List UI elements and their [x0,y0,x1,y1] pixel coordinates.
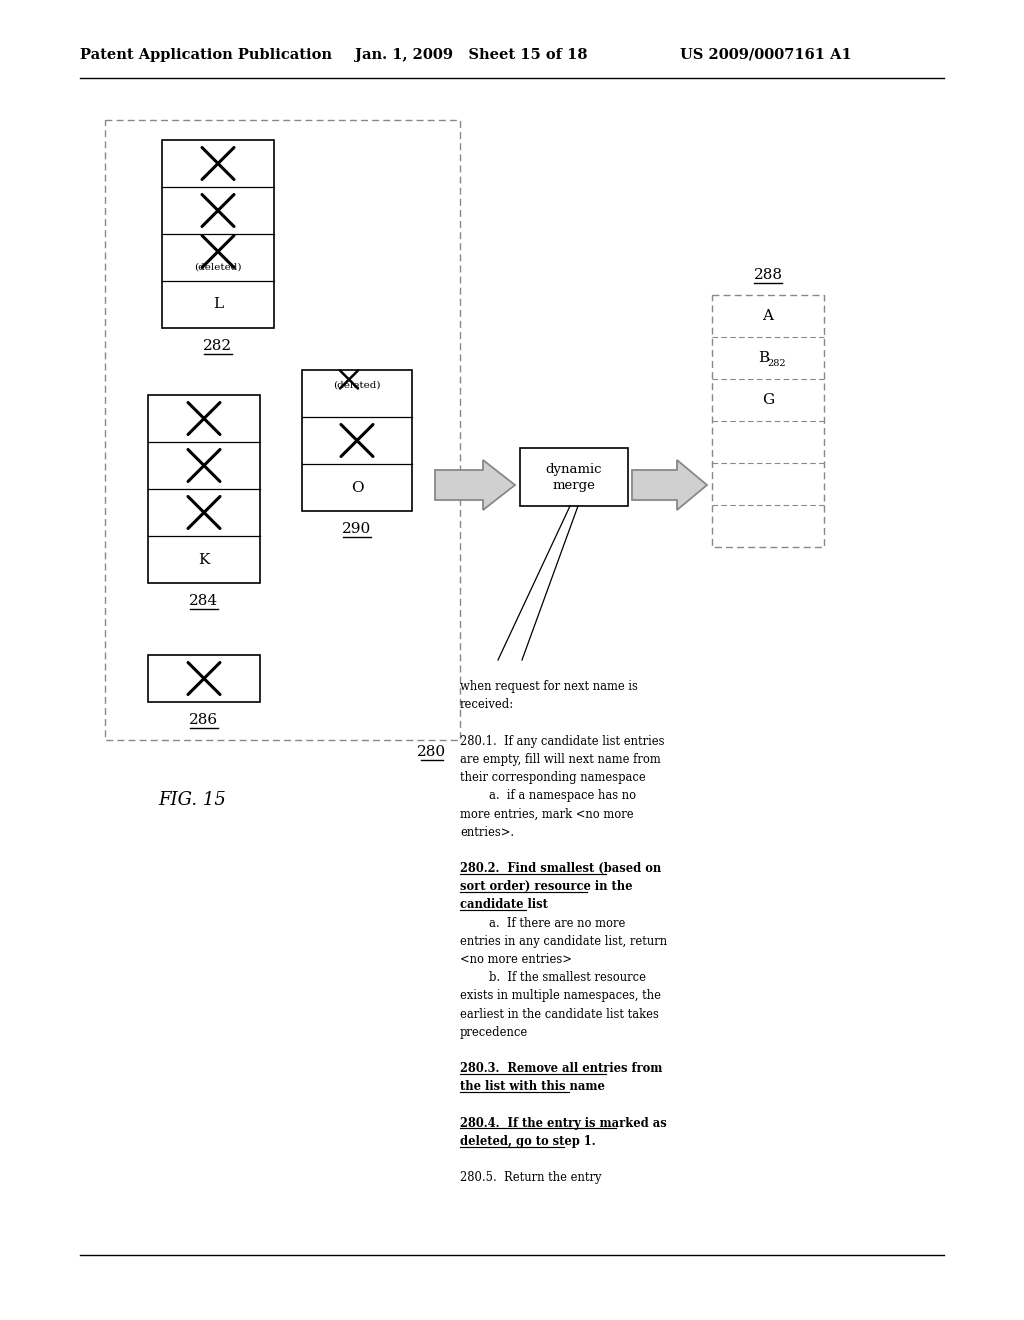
Text: merge: merge [553,479,595,492]
Text: when request for next name is: when request for next name is [460,680,638,693]
Text: 284: 284 [189,594,218,609]
Text: their corresponding namespace: their corresponding namespace [460,771,646,784]
Bar [302,370,412,511]
Text: B: B [759,351,770,366]
Text: entries>.: entries>. [460,825,514,838]
Text: L: L [213,297,223,312]
Text: dynamic: dynamic [546,462,602,475]
Text: 280.4.  If the entry is marked as: 280.4. If the entry is marked as [460,1117,667,1130]
Bar [105,120,460,741]
Text: 280.5.  Return the entry: 280.5. Return the entry [460,1171,601,1184]
Text: (deleted): (deleted) [333,381,381,389]
Text: 280.2.  Find smallest (based on: 280.2. Find smallest (based on [460,862,662,875]
Text: entries in any candidate list, return: entries in any candidate list, return [460,935,667,948]
Bar [712,294,824,546]
Text: 280.3.  Remove all entries from: 280.3. Remove all entries from [460,1063,663,1076]
Text: US 2009/0007161 A1: US 2009/0007161 A1 [680,48,852,62]
Text: a.  if a namespace has no: a. if a namespace has no [460,789,636,803]
Text: exists in multiple namespaces, the: exists in multiple namespaces, the [460,990,662,1002]
Text: 282: 282 [204,339,232,352]
Polygon shape [435,459,515,510]
Text: a.  If there are no more: a. If there are no more [460,916,626,929]
Text: (deleted): (deleted) [195,263,242,272]
Text: Patent Application Publication: Patent Application Publication [80,48,332,62]
Bar [520,447,628,506]
Text: deleted, go to step 1.: deleted, go to step 1. [460,1135,596,1148]
Text: 280.1.  If any candidate list entries: 280.1. If any candidate list entries [460,735,665,747]
Text: 282: 282 [768,359,786,368]
Bar [148,395,260,583]
Text: candidate list: candidate list [460,899,548,911]
Text: precedence: precedence [460,1026,528,1039]
Bar [162,140,274,327]
Text: Jan. 1, 2009   Sheet 15 of 18: Jan. 1, 2009 Sheet 15 of 18 [355,48,588,62]
Text: b.  If the smallest resource: b. If the smallest resource [460,972,646,985]
Text: earliest in the candidate list takes: earliest in the candidate list takes [460,1007,658,1020]
Text: 286: 286 [189,713,218,727]
Text: K: K [199,553,210,566]
Text: received:: received: [460,698,514,711]
Text: 280: 280 [418,744,446,759]
Text: A: A [763,309,773,323]
Text: are empty, fill will next name from: are empty, fill will next name from [460,752,660,766]
Text: more entries, mark <no more: more entries, mark <no more [460,808,634,821]
Polygon shape [632,459,707,510]
Text: the list with this name: the list with this name [460,1080,605,1093]
Text: 288: 288 [754,268,782,282]
Text: <no more entries>: <no more entries> [460,953,571,966]
Text: FIG. 15: FIG. 15 [158,791,226,809]
Text: 290: 290 [342,521,372,536]
Text: G: G [762,393,774,407]
Text: O: O [350,480,364,495]
Bar [148,655,260,702]
Text: sort order) resource in the: sort order) resource in the [460,880,633,894]
